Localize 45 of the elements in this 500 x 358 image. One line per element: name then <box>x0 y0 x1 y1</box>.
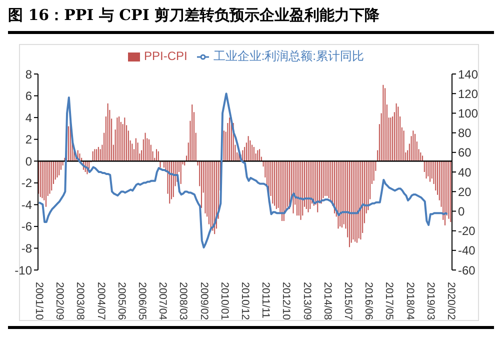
x-tick-label: 2005/06 <box>115 282 128 320</box>
y2-tick-label: -20 <box>458 224 476 238</box>
legend-label: PPI-CPI <box>144 49 188 63</box>
legend-label: 工业企业:利润总额:累计同比 <box>213 49 364 63</box>
x-tick-label: 2007/04 <box>156 282 169 320</box>
y2-tick-label: 0 <box>458 204 465 218</box>
x-tick-label: 2006/05 <box>136 282 148 320</box>
y2-tick-label: -60 <box>458 263 476 278</box>
x-tick-label: 2009/02 <box>198 282 210 320</box>
y2-tick-label: 120 <box>458 86 478 101</box>
x-tick-label: 2008/03 <box>177 282 190 320</box>
x-tick-label: 2018/04 <box>404 282 416 320</box>
y2-tick-label: 40 <box>458 165 472 180</box>
y2-tick-label: 140 <box>458 67 478 82</box>
y-tick-label: -2 <box>21 176 32 190</box>
y-tick-label: -8 <box>21 241 32 256</box>
y-tick-label: 0 <box>25 154 32 168</box>
y-tick-label: -4 <box>21 198 32 212</box>
x-tick-label: 2013/09 <box>300 282 313 320</box>
x-tick-label: 2011/11 <box>260 282 272 319</box>
y-tick-label: -6 <box>21 220 32 234</box>
x-tick-label: 2014/08 <box>321 282 334 320</box>
y2-tick-label: 60 <box>458 146 472 160</box>
x-tick-label: 2020/02 <box>445 282 458 320</box>
x-tick-label: 2019/03 <box>424 282 436 320</box>
y2-tick-label: 100 <box>458 106 478 120</box>
x-tick-label: 2002/09 <box>54 282 66 320</box>
y-tick-label: 2 <box>25 132 32 147</box>
x-tick-label: 2003/08 <box>74 282 86 320</box>
y-tick-label: 8 <box>25 67 32 82</box>
x-tick-label: 2012/10 <box>280 282 292 320</box>
y2-tick-label: 20 <box>458 184 472 199</box>
y-tick-label: 6 <box>25 89 32 104</box>
x-tick-label: 2017/05 <box>383 282 396 320</box>
x-tick-label: 2016/06 <box>362 282 375 320</box>
chart-title: 图 16：PPI 与 CPI 剪刀差转负预示企业盈利能力下降 <box>8 6 380 25</box>
x-tick-label: 2010/01 <box>218 282 230 320</box>
x-tick-label: 2004/07 <box>94 282 107 320</box>
x-tick-label: 2010/12 <box>239 282 251 320</box>
x-tick-label: 2015/07 <box>342 282 354 320</box>
x-tick-label: 2001/10 <box>32 282 45 320</box>
y2-tick-label: -40 <box>458 244 476 258</box>
y-tick-label: 4 <box>25 110 32 125</box>
y2-tick-label: 80 <box>458 126 472 140</box>
y-tick-label: -10 <box>14 263 32 278</box>
